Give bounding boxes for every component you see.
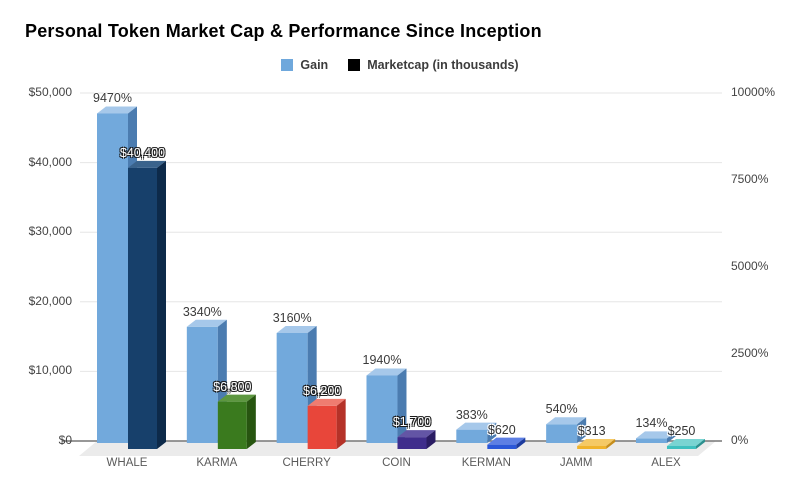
bar-gain-coin-front[interactable] bbox=[366, 375, 398, 443]
bar-marketcap-kerman-top[interactable] bbox=[487, 437, 526, 445]
bar-marketcap-coin-top[interactable] bbox=[397, 430, 436, 438]
page-title: Personal Token Market Cap & Performance … bbox=[25, 21, 542, 41]
bar-gain-cherry-front[interactable] bbox=[276, 333, 308, 443]
bar-gain-cherry-top[interactable] bbox=[276, 326, 317, 334]
bar-gain-jamm-top[interactable] bbox=[546, 417, 587, 425]
bar-marketcap-whale-side[interactable] bbox=[157, 160, 166, 450]
bar-marketcap-alex-side[interactable] bbox=[695, 439, 705, 449]
bar-marketcap-coin-side[interactable] bbox=[426, 430, 436, 449]
bar-gain-whale-front[interactable] bbox=[97, 113, 128, 443]
bar-gain-coin-side[interactable] bbox=[397, 368, 407, 443]
bar-marketcap-cherry-side[interactable] bbox=[336, 398, 346, 449]
bar-marketcap-karma-top[interactable] bbox=[217, 394, 256, 402]
legend-label-marketcap: Marketcap (in thousands) bbox=[367, 58, 519, 72]
bar-marketcap-whale-front[interactable] bbox=[128, 167, 157, 450]
bar-gain-karma-front[interactable] bbox=[186, 326, 218, 443]
bar-marketcap-kerman-front[interactable] bbox=[487, 444, 517, 449]
legend: Gain Marketcap (in thousands) bbox=[0, 58, 800, 72]
bar-marketcap-alex-front[interactable] bbox=[666, 446, 696, 449]
bar-gain-alex-top[interactable] bbox=[635, 431, 676, 439]
bar-gain-kerman-front[interactable] bbox=[456, 429, 488, 443]
bar-gain-coin-top[interactable] bbox=[366, 368, 407, 376]
bar-marketcap-whale-top[interactable] bbox=[128, 160, 166, 168]
bar-marketcap-jamm-top[interactable] bbox=[577, 439, 616, 446]
bar-marketcap-jamm-side[interactable] bbox=[606, 439, 616, 449]
bar-gain-alex-front[interactable] bbox=[635, 438, 667, 443]
bar-marketcap-jamm-front[interactable] bbox=[577, 446, 607, 449]
bar-marketcap-alex-top[interactable] bbox=[666, 439, 705, 446]
bar-gain-alex-side[interactable] bbox=[666, 431, 676, 443]
bar-marketcap-karma-front[interactable] bbox=[217, 401, 247, 449]
legend-item-marketcap: Marketcap (in thousands) bbox=[348, 58, 519, 72]
gain-series-swatch-icon bbox=[281, 59, 294, 71]
bar-marketcap-coin-front[interactable] bbox=[397, 437, 427, 449]
bar-gain-jamm-front[interactable] bbox=[546, 424, 578, 443]
bar-marketcap-cherry-top[interactable] bbox=[307, 398, 346, 406]
bar-gain-whale-top[interactable] bbox=[97, 106, 137, 114]
bar-marketcap-karma-side[interactable] bbox=[246, 394, 256, 449]
legend-label-gain: Gain bbox=[300, 58, 329, 72]
bar-gain-karma-top[interactable] bbox=[186, 319, 227, 327]
bar-gain-kerman-top[interactable] bbox=[456, 422, 497, 430]
legend-item-gain: Gain bbox=[281, 58, 328, 72]
bar-gain-kerman-side[interactable] bbox=[487, 422, 497, 443]
marketcap-series-swatch-icon bbox=[348, 59, 361, 71]
bar-gain-jamm-side[interactable] bbox=[577, 417, 587, 443]
bar-marketcap-kerman-side[interactable] bbox=[516, 437, 526, 449]
bar-marketcap-cherry-front[interactable] bbox=[307, 405, 337, 449]
